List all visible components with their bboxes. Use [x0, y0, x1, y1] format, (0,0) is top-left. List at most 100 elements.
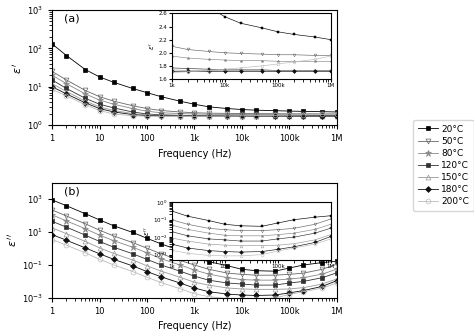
- 180°C: [319, 284, 325, 288]
- 80°C: [206, 272, 211, 276]
- 80°C: [253, 113, 259, 117]
- 20°C: [301, 263, 306, 267]
- 200°C: [334, 112, 339, 116]
- 120°C: [206, 114, 211, 118]
- 180°C: [334, 114, 339, 118]
- 50°C: [239, 272, 245, 276]
- 200°C: [82, 103, 88, 107]
- 50°C: [272, 112, 278, 116]
- 50°C: [49, 208, 55, 212]
- 50°C: [177, 110, 183, 114]
- Line: 120°C: 120°C: [50, 219, 339, 288]
- 50°C: [111, 234, 117, 238]
- 150°C: [301, 114, 306, 118]
- 120°C: [191, 274, 197, 278]
- 20°C: [253, 108, 259, 112]
- 20°C: [206, 260, 211, 263]
- 20°C: [49, 42, 55, 46]
- 80°C: [177, 112, 183, 116]
- 20°C: [97, 218, 102, 222]
- 120°C: [144, 112, 150, 116]
- 120°C: [206, 278, 211, 282]
- 150°C: [97, 105, 102, 109]
- X-axis label: Frequency (Hz): Frequency (Hz): [157, 321, 231, 331]
- 120°C: [319, 114, 325, 118]
- 120°C: [82, 96, 88, 100]
- 120°C: [97, 102, 102, 106]
- 200°C: [253, 297, 259, 301]
- 20°C: [272, 109, 278, 113]
- 20°C: [64, 204, 69, 208]
- 50°C: [286, 272, 292, 276]
- 200°C: [111, 112, 117, 116]
- 80°C: [177, 263, 183, 267]
- 150°C: [49, 82, 55, 86]
- 120°C: [177, 113, 183, 117]
- 80°C: [206, 112, 211, 116]
- 150°C: [239, 287, 245, 291]
- 50°C: [64, 78, 69, 82]
- 180°C: [177, 114, 183, 118]
- 180°C: [225, 292, 230, 296]
- 50°C: [334, 262, 339, 266]
- 80°C: [158, 111, 164, 115]
- 180°C: [225, 114, 230, 118]
- 20°C: [191, 102, 197, 106]
- 150°C: [286, 114, 292, 118]
- 180°C: [191, 114, 197, 118]
- 180°C: [272, 114, 278, 118]
- 200°C: [239, 297, 245, 301]
- 120°C: [82, 233, 88, 237]
- 180°C: [206, 114, 211, 118]
- 20°C: [64, 54, 69, 58]
- 50°C: [97, 95, 102, 99]
- 50°C: [206, 111, 211, 115]
- 50°C: [191, 111, 197, 115]
- 200°C: [64, 94, 69, 98]
- 150°C: [82, 239, 88, 243]
- 150°C: [253, 114, 259, 118]
- 150°C: [301, 286, 306, 290]
- 150°C: [206, 114, 211, 118]
- 200°C: [111, 263, 117, 267]
- 200°C: [225, 114, 230, 118]
- 120°C: [272, 283, 278, 287]
- 80°C: [111, 239, 117, 243]
- 50°C: [144, 246, 150, 250]
- 150°C: [158, 114, 164, 118]
- 150°C: [286, 287, 292, 291]
- 50°C: [177, 259, 183, 262]
- 20°C: [97, 75, 102, 79]
- 80°C: [144, 109, 150, 113]
- 150°C: [225, 114, 230, 118]
- 120°C: [225, 114, 230, 118]
- Legend: 20°C, 50°C, 80°C, 120°C, 150°C, 180°C, 200°C: 20°C, 50°C, 80°C, 120°C, 150°C, 180°C, 2…: [413, 120, 474, 211]
- 50°C: [111, 99, 117, 103]
- 200°C: [97, 109, 102, 113]
- 80°C: [334, 267, 339, 271]
- 120°C: [253, 283, 259, 287]
- 50°C: [158, 109, 164, 113]
- 120°C: [158, 113, 164, 117]
- Line: 150°C: 150°C: [50, 225, 339, 292]
- Line: 20°C: 20°C: [50, 41, 339, 115]
- Line: 120°C: 120°C: [50, 77, 339, 118]
- 180°C: [130, 113, 136, 117]
- 180°C: [144, 114, 150, 118]
- 50°C: [253, 112, 259, 116]
- Line: 150°C: 150°C: [50, 81, 339, 118]
- 20°C: [82, 212, 88, 216]
- Line: 200°C: 200°C: [50, 237, 339, 302]
- 200°C: [158, 281, 164, 285]
- 80°C: [130, 107, 136, 111]
- 180°C: [144, 269, 150, 273]
- 20°C: [191, 255, 197, 259]
- 150°C: [272, 287, 278, 291]
- 150°C: [272, 114, 278, 118]
- 200°C: [191, 114, 197, 118]
- 20°C: [158, 242, 164, 246]
- 120°C: [334, 114, 339, 118]
- Text: (a): (a): [64, 13, 79, 24]
- 180°C: [334, 279, 339, 283]
- 150°C: [239, 114, 245, 118]
